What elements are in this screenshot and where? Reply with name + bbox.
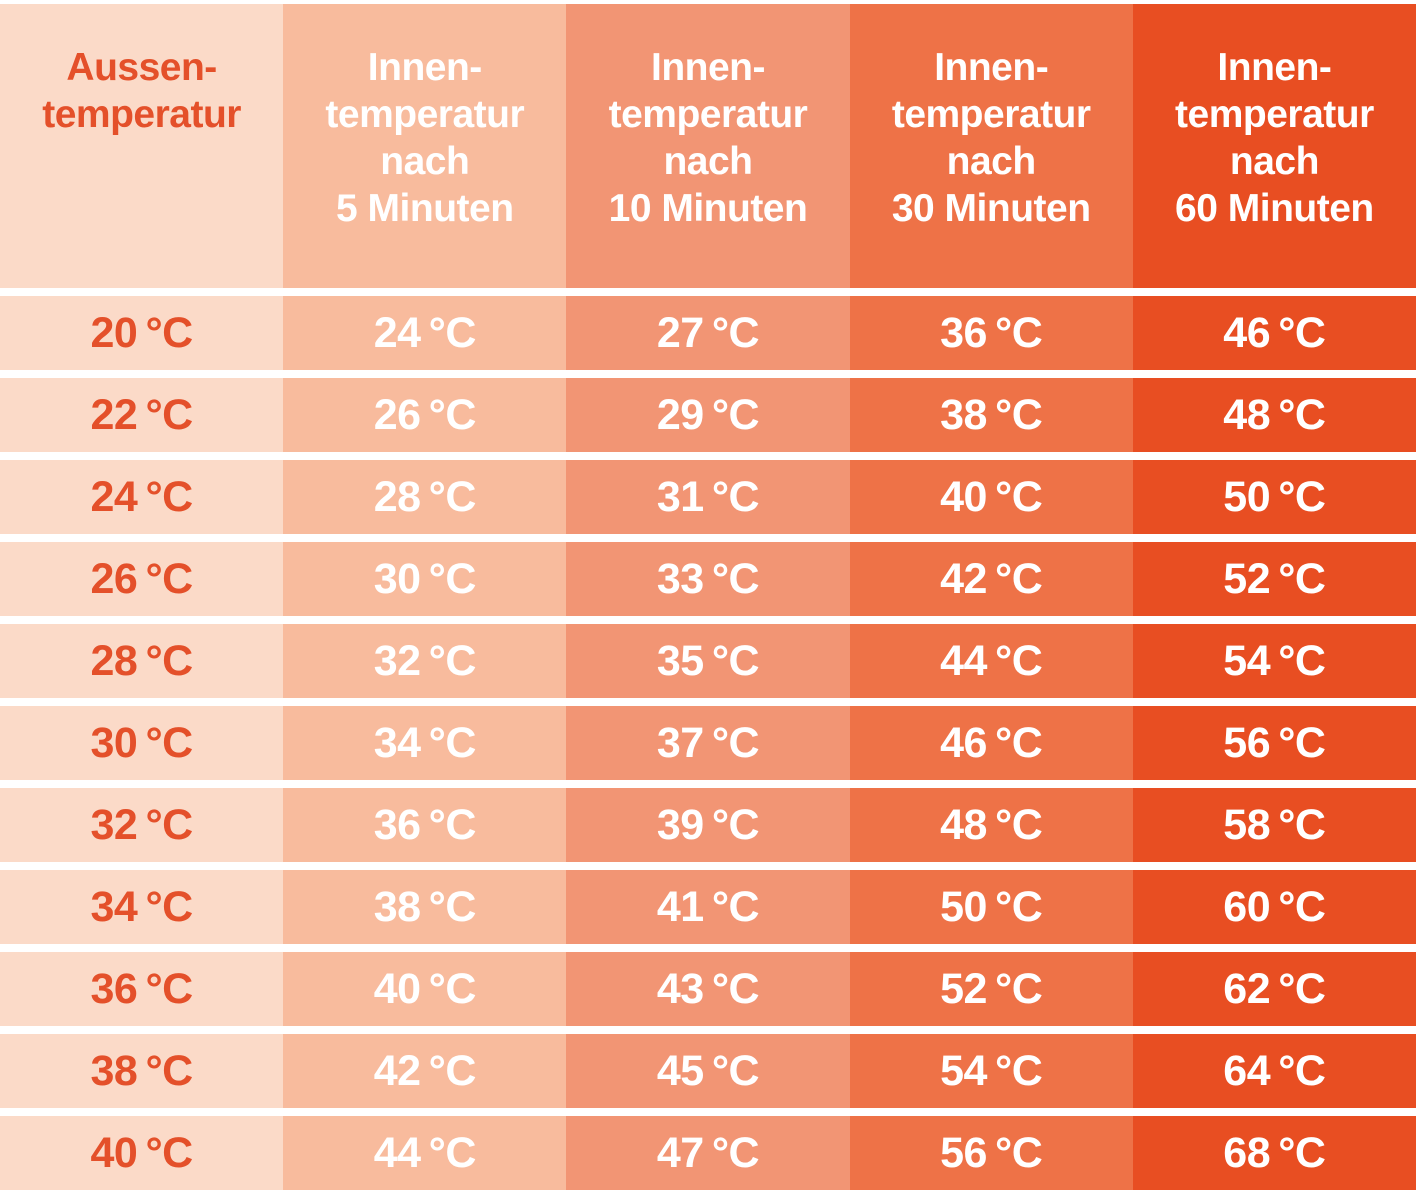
inside-temp-cell: 64 °C xyxy=(1132,1034,1416,1108)
header-innen-30min: Innen- temperatur nach 30 Minuten xyxy=(849,4,1133,288)
header-line: 10 Minuten xyxy=(608,187,808,230)
inside-temp-cell: 33 °C xyxy=(566,542,850,616)
inside-temp-cell: 46 °C xyxy=(1132,296,1416,370)
table-row: 30 °C 34 °C 37 °C 46 °C 56 °C xyxy=(0,706,1416,780)
table-row: 22 °C 26 °C 29 °C 38 °C 48 °C xyxy=(0,378,1416,452)
header-line: temperatur xyxy=(891,93,1091,136)
header-line: 5 Minuten xyxy=(336,187,514,230)
inside-temp-cell: 40 °C xyxy=(283,952,567,1026)
header-line: temperatur xyxy=(1175,93,1374,136)
header-line: temperatur xyxy=(608,93,808,136)
inside-temp-cell: 40 °C xyxy=(849,460,1133,534)
inside-temp-cell: 56 °C xyxy=(849,1116,1133,1190)
table-row: 24 °C 28 °C 31 °C 40 °C 50 °C xyxy=(0,460,1416,534)
inside-temp-cell: 32 °C xyxy=(283,624,567,698)
outside-temp-cell: 30 °C xyxy=(0,706,284,780)
inside-temp-cell: 27 °C xyxy=(566,296,850,370)
inside-temp-cell: 50 °C xyxy=(1132,460,1416,534)
inside-temp-cell: 50 °C xyxy=(849,870,1133,944)
inside-temp-cell: 44 °C xyxy=(849,624,1133,698)
header-line: Innen- xyxy=(651,46,765,89)
table-row: 40 °C 44 °C 47 °C 56 °C 68 °C xyxy=(0,1116,1416,1190)
header-line: temperatur xyxy=(325,93,525,136)
header-innen-10min: Innen- temperatur nach 10 Minuten xyxy=(566,4,850,288)
header-line: nach xyxy=(380,140,470,183)
inside-temp-cell: 58 °C xyxy=(1132,788,1416,862)
outside-temp-cell: 36 °C xyxy=(0,952,284,1026)
header-aussentemperatur: Aussen- temperatur xyxy=(0,4,284,288)
table-row: 26 °C 30 °C 33 °C 42 °C 52 °C xyxy=(0,542,1416,616)
inside-temp-cell: 35 °C xyxy=(566,624,850,698)
header-line: Innen- xyxy=(367,46,482,89)
outside-temp-cell: 20 °C xyxy=(0,296,284,370)
table-row: 38 °C 42 °C 45 °C 54 °C 64 °C xyxy=(0,1034,1416,1108)
table-row: 32 °C 36 °C 39 °C 48 °C 58 °C xyxy=(0,788,1416,862)
inside-temp-cell: 26 °C xyxy=(283,378,567,452)
header-line: 60 Minuten xyxy=(1175,187,1374,230)
inside-temp-cell: 30 °C xyxy=(283,542,567,616)
header-line: Innen- xyxy=(1217,46,1332,89)
inside-temp-cell: 24 °C xyxy=(283,296,567,370)
header-innen-60min: Innen- temperatur nach 60 Minuten xyxy=(1132,4,1416,288)
inside-temp-cell: 38 °C xyxy=(283,870,567,944)
inside-temp-cell: 54 °C xyxy=(1132,624,1416,698)
inside-temp-cell: 41 °C xyxy=(566,870,850,944)
inside-temp-cell: 54 °C xyxy=(849,1034,1133,1108)
inside-temp-cell: 47 °C xyxy=(566,1116,850,1190)
outside-temp-cell: 40 °C xyxy=(0,1116,284,1190)
inside-temp-cell: 42 °C xyxy=(283,1034,567,1108)
header-line: nach xyxy=(1229,140,1320,183)
inside-temp-cell: 42 °C xyxy=(849,542,1133,616)
outside-temp-cell: 32 °C xyxy=(0,788,284,862)
outside-temp-cell: 38 °C xyxy=(0,1034,284,1108)
inside-temp-cell: 52 °C xyxy=(1132,542,1416,616)
inside-temp-cell: 62 °C xyxy=(1132,952,1416,1026)
inside-temp-cell: 31 °C xyxy=(566,460,850,534)
table-row: 28 °C 32 °C 35 °C 44 °C 54 °C xyxy=(0,624,1416,698)
header-line: nach xyxy=(663,140,753,183)
outside-temp-cell: 26 °C xyxy=(0,542,284,616)
table-header: Aussen- temperatur Innen- temperatur nac… xyxy=(0,4,1416,288)
inside-temp-cell: 43 °C xyxy=(566,952,850,1026)
inside-temp-cell: 36 °C xyxy=(283,788,567,862)
inside-temp-cell: 38 °C xyxy=(849,378,1133,452)
inside-temp-cell: 46 °C xyxy=(849,706,1133,780)
inside-temp-cell: 28 °C xyxy=(283,460,567,534)
inside-temp-cell: 56 °C xyxy=(1132,706,1416,780)
table-row: 36 °C 40 °C 43 °C 52 °C 62 °C xyxy=(0,952,1416,1026)
outside-temp-cell: 22 °C xyxy=(0,378,284,452)
table-row: 20 °C 24 °C 27 °C 36 °C 46 °C xyxy=(0,296,1416,370)
header-innen-5min: Innen- temperatur nach 5 Minuten xyxy=(283,4,567,288)
inside-temp-cell: 68 °C xyxy=(1132,1116,1416,1190)
header-line: temperatur xyxy=(42,93,241,136)
inside-temp-cell: 44 °C xyxy=(283,1116,567,1190)
inside-temp-cell: 29 °C xyxy=(566,378,850,452)
header-line: Aussen- xyxy=(66,46,217,89)
header-line: Innen- xyxy=(934,46,1049,89)
outside-temp-cell: 24 °C xyxy=(0,460,284,534)
inside-temp-cell: 34 °C xyxy=(283,706,567,780)
inside-temp-cell: 37 °C xyxy=(566,706,850,780)
header-line: 30 Minuten xyxy=(891,187,1091,230)
inside-temp-cell: 45 °C xyxy=(566,1034,850,1108)
outside-temp-cell: 34 °C xyxy=(0,870,284,944)
outside-temp-cell: 28 °C xyxy=(0,624,284,698)
inside-temp-cell: 60 °C xyxy=(1132,870,1416,944)
inside-temp-cell: 36 °C xyxy=(849,296,1133,370)
inside-temp-cell: 48 °C xyxy=(849,788,1133,862)
inside-temp-cell: 39 °C xyxy=(566,788,850,862)
inside-temp-cell: 52 °C xyxy=(849,952,1133,1026)
table-row: 34 °C 38 °C 41 °C 50 °C 60 °C xyxy=(0,870,1416,944)
inside-temp-cell: 48 °C xyxy=(1132,378,1416,452)
header-line: nach xyxy=(946,140,1037,183)
